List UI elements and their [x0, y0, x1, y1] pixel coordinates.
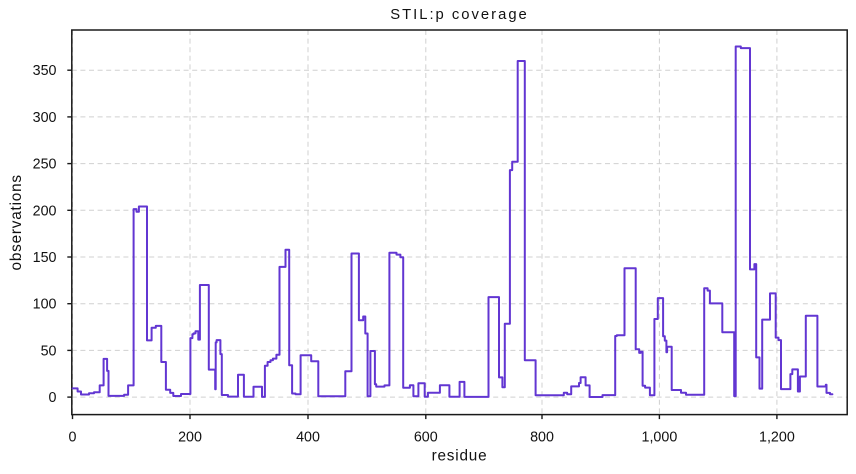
svg-text:1,200: 1,200 [759, 430, 795, 446]
svg-text:200: 200 [33, 203, 57, 219]
svg-text:800: 800 [530, 430, 554, 446]
svg-text:600: 600 [414, 430, 438, 446]
svg-text:200: 200 [178, 430, 202, 446]
svg-text:350: 350 [33, 63, 57, 79]
svg-text:observations: observations [8, 174, 25, 270]
svg-text:1,000: 1,000 [642, 430, 678, 446]
svg-text:150: 150 [33, 250, 57, 266]
svg-text:400: 400 [296, 430, 320, 446]
svg-text:residue: residue [432, 448, 488, 465]
svg-text:250: 250 [33, 157, 57, 173]
svg-text:50: 50 [41, 343, 57, 359]
svg-text:300: 300 [33, 110, 57, 126]
svg-text:0: 0 [69, 430, 77, 446]
svg-text:100: 100 [33, 297, 57, 313]
svg-text:STIL:p coverage: STIL:p coverage [390, 7, 529, 23]
svg-text:0: 0 [49, 390, 57, 406]
